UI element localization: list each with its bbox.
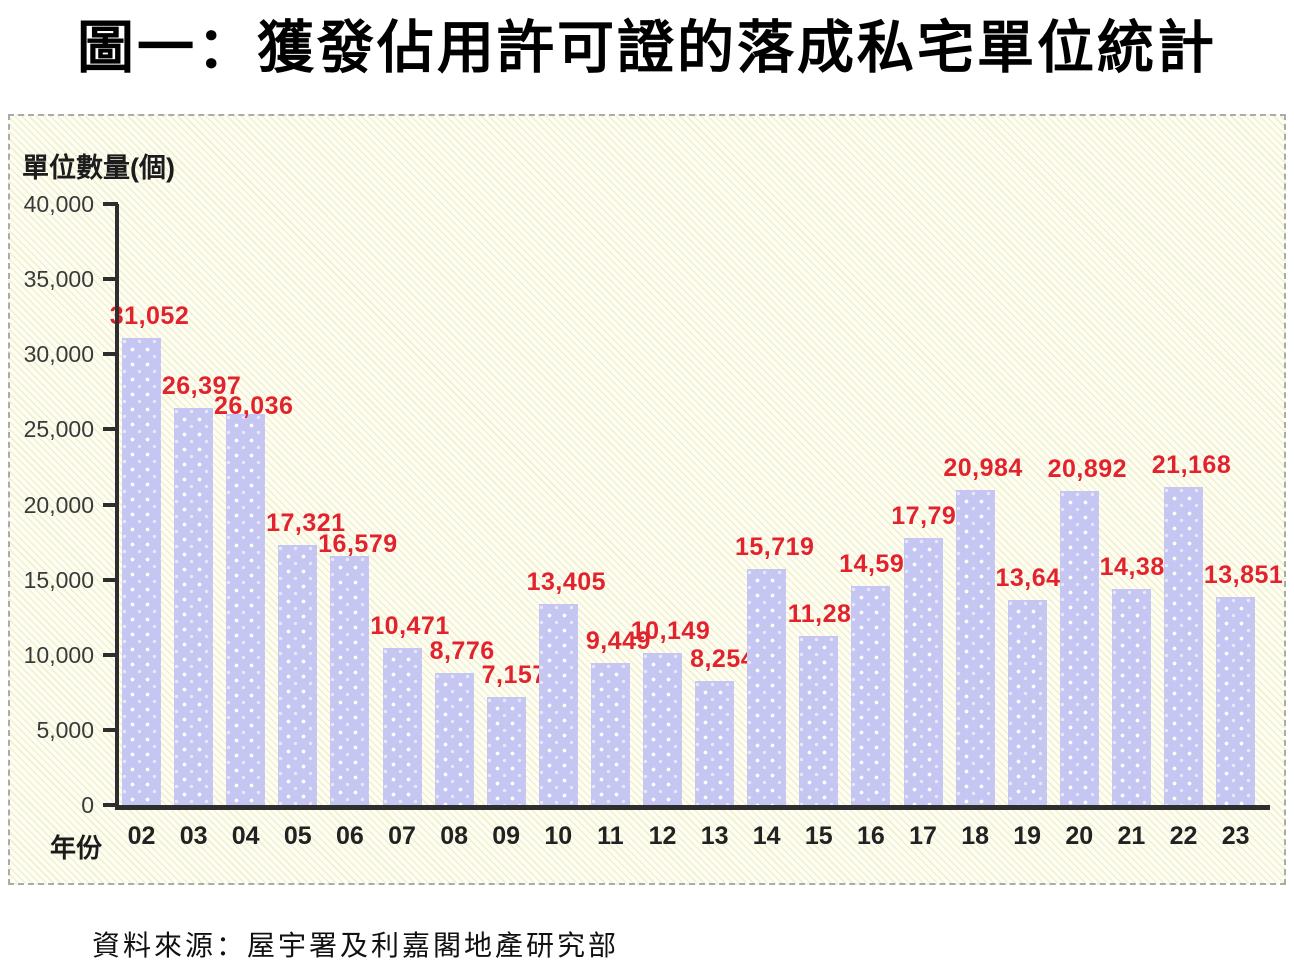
bar-value-label: 13,405: [526, 567, 607, 596]
bar: [278, 544, 318, 805]
x-axis-tick-label: 03: [179, 822, 208, 850]
x-axis-line: [115, 805, 1270, 810]
y-axis-tick: [103, 427, 118, 432]
bar-value-label: 16,579: [318, 529, 398, 558]
x-axis-tick-label: 02: [127, 822, 156, 850]
y-axis-tick: [103, 577, 118, 582]
bar-value-label: 17,321: [266, 508, 346, 537]
x-axis-tick-label: 20: [1065, 822, 1094, 850]
source-note: 資料來源：屋宇署及利嘉閣地產研究部: [92, 930, 620, 961]
bar-value-label: 8,254: [690, 644, 756, 673]
x-axis-tick-label: 17: [909, 822, 937, 850]
bar-value-label: 10,149: [630, 616, 711, 645]
bar-value-label: 10,471: [370, 611, 450, 640]
y-axis-tick-label: 35,000: [23, 266, 94, 293]
bar-value-label: 31,052: [109, 302, 190, 331]
bar: [538, 603, 578, 805]
bar: [590, 663, 630, 805]
x-axis-tick-label: 19: [1013, 822, 1042, 850]
plot-area: 0 5,000 10,000 15,000 20,000 25,000 30,000 35,0…: [10, 116, 1284, 883]
x-axis-tick-label: 13: [700, 822, 729, 850]
bar-value-label: 20,984: [943, 453, 1023, 482]
y-axis-tick: [103, 652, 118, 657]
bar: [382, 647, 422, 805]
x-axis-title: 年份: [50, 833, 103, 863]
y-axis-tick: [103, 803, 118, 807]
y-axis-tick-label: 20,000: [23, 491, 94, 518]
bar: [330, 555, 370, 805]
y-axis-tick-label: 0: [81, 792, 94, 818]
x-axis-tick-label: 21: [1117, 822, 1146, 850]
bar: [434, 673, 474, 805]
y-axis-tick: [103, 352, 118, 357]
x-axis-tick-label: 10: [544, 822, 573, 850]
bar: [486, 697, 526, 805]
y-axis-tick: [103, 502, 118, 507]
bar-value-label: 7,157: [481, 661, 547, 690]
x-axis-tick-label: 04: [231, 822, 260, 850]
bar: [799, 635, 839, 805]
bar: [747, 568, 787, 805]
bar-value-label: 21,168: [1151, 450, 1232, 479]
bar: [695, 680, 735, 805]
bar: [1111, 588, 1151, 805]
bar: [1007, 600, 1047, 805]
bar-value-label: 26,397: [161, 372, 242, 401]
bar: [1059, 491, 1099, 805]
bar: [174, 408, 214, 805]
bar-value-label: 8,776: [429, 637, 495, 666]
y-axis-tick-label: 40,000: [23, 191, 94, 217]
bar: [1164, 486, 1203, 805]
x-axis-tick-label: 09: [492, 822, 521, 850]
bar: [851, 585, 891, 805]
bar: [226, 413, 266, 805]
chart-title: 圖一：獲發佔用許可證的落成私宅單位統計: [77, 17, 1217, 80]
bar-value-label: 9,449: [585, 627, 651, 656]
bar: [1216, 596, 1256, 805]
x-axis-tick-label: 22: [1169, 822, 1198, 850]
bar: [643, 652, 682, 805]
chart-panel: 單位數量(個) 0 5,000 10,000 15,000 20,000 25,000 30…: [8, 114, 1286, 885]
y-axis-line: [115, 204, 119, 809]
x-axis-tick-label: 18: [961, 822, 989, 850]
bar-value-label: 13,851: [1203, 560, 1284, 589]
x-axis-tick-label: 05: [283, 822, 312, 850]
x-axis-tick-label: 06: [335, 822, 364, 850]
y-axis-title: 單位數量(個): [22, 153, 175, 183]
y-axis-tick: [103, 277, 118, 282]
x-axis-tick-label: 16: [856, 822, 885, 850]
y-axis-tick-label: 30,000: [23, 341, 94, 368]
x-axis-tick-label: 12: [648, 822, 677, 850]
y-axis-tick-label: 5,000: [36, 716, 94, 743]
y-axis-tick-label: 25,000: [23, 416, 94, 443]
bar: [903, 537, 943, 805]
bar: [122, 338, 161, 805]
y-axis-tick-label: 15,000: [23, 566, 94, 593]
y-axis-tick: [103, 727, 118, 732]
y-axis-tick: [103, 202, 118, 206]
y-axis-tick-label: 10,000: [23, 641, 94, 668]
bar-value-label: 26,036: [213, 391, 294, 420]
x-axis-tick-label: 11: [597, 822, 624, 850]
x-axis-tick-label: 15: [804, 822, 833, 850]
x-axis-tick-label: 14: [752, 822, 781, 850]
bar: [955, 489, 995, 805]
bar-value-label: 15,719: [734, 532, 815, 561]
x-axis-tick-label: 07: [388, 822, 416, 850]
x-axis-tick-label: 08: [440, 822, 468, 850]
bar-value-label: 20,892: [1047, 455, 1128, 484]
x-axis-tick-label: 23: [1221, 822, 1250, 850]
